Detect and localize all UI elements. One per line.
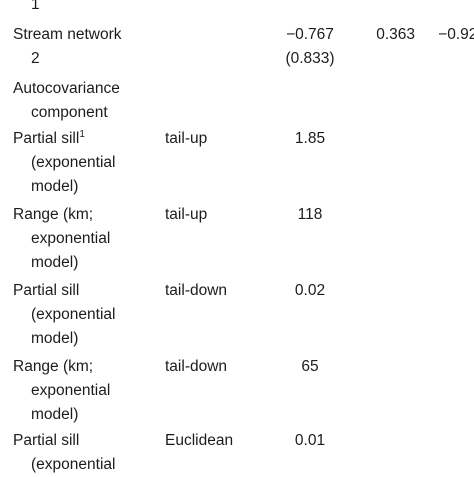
row-label-line: model) [31, 254, 79, 271]
row-label-line: (exponential [31, 306, 116, 323]
row-label-line: exponential [31, 230, 111, 247]
row-label-line: (exponential [31, 456, 116, 473]
ci-low-cell: 0.363 [376, 26, 415, 43]
component-cell: tail-up [165, 206, 208, 223]
row-label: Partial sill (exponential [13, 429, 163, 477]
row-label-line: 1 [31, 0, 40, 13]
row-label-line: Stream network [13, 26, 122, 43]
row-label-text: Partial sill [13, 130, 80, 147]
estimate-value: −0.767 [286, 26, 334, 43]
row-label-line: Range (km; [13, 206, 94, 223]
estimate-cell: 1.85 [294, 130, 326, 147]
row-label-line: exponential [31, 382, 111, 399]
row-label-line: Partial sill1 [13, 127, 163, 151]
row-label-line: Autocovariance [13, 80, 120, 97]
row-label: Range (km; exponential model) [13, 203, 163, 275]
estimate-cell: 118 [297, 206, 323, 223]
component-cell: tail-up [165, 130, 208, 147]
estimate-cell: 0.02 [294, 282, 326, 299]
row-label-line: Partial sill [13, 432, 80, 449]
row-label-line: 2 [31, 50, 40, 67]
row-label-line: component [31, 104, 108, 121]
row-label-line: Partial sill [13, 282, 80, 299]
row-label: Partial sill (exponential model) [13, 279, 163, 351]
row-label: 1 [13, 0, 163, 17]
estimate-cell: −0.767 (0.833) [270, 23, 350, 71]
row-label-line: model) [31, 406, 79, 423]
estimate-se: (0.833) [285, 50, 335, 67]
footnote-marker: 1 [79, 128, 85, 140]
row-label: Partial sill1 (exponential model) [13, 127, 163, 199]
estimate-cell: 65 [301, 358, 319, 375]
section-heading: Autocovariance component [13, 77, 163, 125]
ci-high-cell: −0.920 [438, 26, 474, 43]
component-cell: tail-down [165, 358, 228, 375]
row-label-line: model) [31, 330, 79, 347]
row-label-line: (exponential [31, 154, 116, 171]
row-label: Range (km; exponential model) [13, 355, 163, 427]
row-label-line: model) [31, 178, 79, 195]
estimate-cell: 0.01 [294, 432, 326, 449]
component-cell: Euclidean [165, 432, 234, 449]
row-label-line: Range (km; [13, 358, 94, 375]
row-label: Stream network 2 [13, 23, 163, 71]
component-cell: tail-down [165, 282, 228, 299]
